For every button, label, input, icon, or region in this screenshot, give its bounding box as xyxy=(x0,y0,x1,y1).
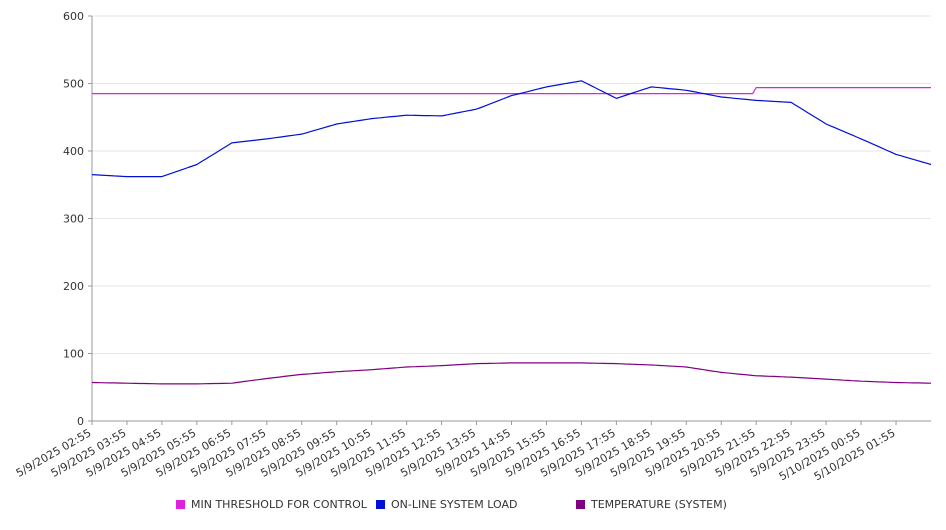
y-tick-label: 0 xyxy=(77,415,84,428)
y-tick-label: 600 xyxy=(63,10,84,23)
legend: MIN THRESHOLD FOR CONTROL ON-LINE SYSTEM… xyxy=(0,498,946,514)
legend-item-temperature: TEMPERATURE (SYSTEM) xyxy=(576,498,727,511)
axes xyxy=(88,15,931,425)
legend-swatch-threshold xyxy=(176,500,185,509)
y-tick-label: 100 xyxy=(63,348,84,361)
legend-swatch-load xyxy=(376,500,385,509)
legend-label-temperature: TEMPERATURE (SYSTEM) xyxy=(591,498,727,511)
legend-label-threshold: MIN THRESHOLD FOR CONTROL xyxy=(191,498,367,511)
series-line-2 xyxy=(91,362,932,385)
series-line-1 xyxy=(91,80,932,178)
y-tick-label: 500 xyxy=(63,78,84,91)
legend-item-threshold: MIN THRESHOLD FOR CONTROL xyxy=(176,498,367,511)
legend-label-load: ON-LINE SYSTEM LOAD xyxy=(391,498,518,511)
series-lines xyxy=(91,80,932,385)
y-tick-label: 300 xyxy=(63,213,84,226)
legend-swatch-temperature xyxy=(576,500,585,509)
legend-item-load: ON-LINE SYSTEM LOAD xyxy=(376,498,517,511)
grid-lines xyxy=(92,15,931,422)
y-tick-label: 400 xyxy=(63,145,84,158)
x-tick-labels: 5/9/2025 02:555/9/2025 03:555/9/2025 04:… xyxy=(14,426,898,483)
y-tick-labels: 0 100 200 300 400 500 600 xyxy=(63,10,84,428)
series-line-0 xyxy=(92,86,931,95)
y-tick-label: 200 xyxy=(63,280,84,293)
